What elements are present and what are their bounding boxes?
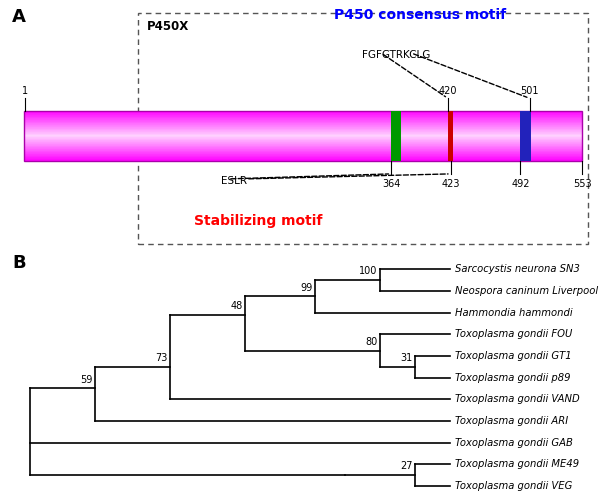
Text: 492: 492 (511, 179, 530, 189)
Bar (24, 137, 582, 138)
Text: 99: 99 (300, 282, 313, 292)
Bar (24, 138, 582, 139)
Bar (24, 114, 582, 115)
Bar (24, 146, 582, 147)
Text: Toxoplasma gondii GT1: Toxoplasma gondii GT1 (455, 351, 572, 361)
Text: 100: 100 (359, 266, 377, 276)
Text: 59: 59 (80, 375, 92, 385)
Bar (24, 135, 582, 136)
Text: 27: 27 (400, 461, 413, 471)
Text: Toxoplasma gondii FOU: Toxoplasma gondii FOU (455, 329, 572, 339)
Bar (24, 157, 582, 158)
Bar (24, 148, 582, 149)
Text: B: B (12, 254, 26, 272)
Bar (24, 128, 582, 129)
Bar (24, 123, 582, 124)
Bar (24, 130, 582, 131)
Bar (24, 117, 582, 118)
Bar (520, 111, 530, 161)
Text: Hammondia hammondi: Hammondia hammondi (455, 308, 572, 318)
Text: Toxoplasma gondii GAB: Toxoplasma gondii GAB (455, 438, 573, 448)
Bar (24, 124, 582, 125)
Bar (24, 155, 582, 156)
Text: 553: 553 (572, 179, 592, 189)
Bar (24, 144, 582, 145)
Bar (24, 112, 582, 113)
Bar (24, 115, 582, 116)
Text: Neospora caninum Liverpool: Neospora caninum Liverpool (455, 286, 598, 296)
Bar (24, 150, 582, 151)
Bar (24, 120, 582, 121)
Text: Toxoplasma gondii p89: Toxoplasma gondii p89 (455, 373, 571, 383)
Bar (24, 121, 582, 122)
Bar (24, 131, 582, 132)
Bar (24, 126, 582, 127)
Bar (391, 111, 401, 161)
Text: 1: 1 (22, 86, 28, 96)
Text: Sarcocystis neurona SN3: Sarcocystis neurona SN3 (455, 264, 580, 274)
Bar (24, 140, 582, 141)
Bar (24, 141, 582, 142)
Bar (24, 149, 582, 150)
Bar (24, 111, 582, 161)
Bar (24, 127, 582, 128)
Text: Toxoplasma gondii ARI: Toxoplasma gondii ARI (455, 416, 568, 426)
Bar (24, 158, 582, 159)
Bar (24, 151, 582, 152)
Bar (24, 134, 582, 135)
Bar (24, 133, 582, 134)
Text: Toxoplasma gondii ME49: Toxoplasma gondii ME49 (455, 460, 579, 470)
Bar (24, 116, 582, 117)
Text: 501: 501 (520, 86, 539, 96)
Text: Toxoplasma gondii VEG: Toxoplasma gondii VEG (455, 481, 572, 491)
Text: P450X: P450X (147, 20, 189, 33)
Bar (24, 160, 582, 161)
Bar (24, 136, 582, 137)
Text: FGFGTRKCLG: FGFGTRKCLG (362, 50, 430, 60)
Text: Toxoplasma gondii VAND: Toxoplasma gondii VAND (455, 394, 580, 404)
Text: P450 consensus motif: P450 consensus motif (334, 7, 506, 21)
Bar (24, 125, 582, 126)
Bar (448, 111, 453, 161)
Bar (24, 152, 582, 153)
Bar (24, 119, 582, 120)
Bar (24, 111, 582, 112)
Text: 31: 31 (400, 353, 413, 363)
Text: 423: 423 (442, 179, 460, 189)
Bar (24, 129, 582, 130)
Text: ESLR: ESLR (221, 177, 247, 187)
Text: 420: 420 (439, 86, 457, 96)
Bar (24, 143, 582, 144)
Text: Stabilizing motif: Stabilizing motif (194, 214, 322, 228)
Bar (24, 159, 582, 160)
Bar (24, 154, 582, 155)
Text: 73: 73 (155, 353, 167, 363)
Bar (24, 113, 582, 114)
Bar (24, 132, 582, 133)
Bar (24, 145, 582, 146)
Bar (24, 122, 582, 123)
Bar (24, 139, 582, 140)
Text: 80: 80 (365, 337, 377, 347)
Bar (24, 156, 582, 157)
Bar (24, 118, 582, 119)
Text: 364: 364 (382, 179, 400, 189)
Bar (24, 147, 582, 148)
Text: 48: 48 (230, 301, 242, 311)
Bar (138, 12, 588, 245)
Bar (24, 152, 582, 153)
Bar (24, 142, 582, 143)
Text: A: A (12, 7, 26, 25)
Bar (24, 153, 582, 154)
